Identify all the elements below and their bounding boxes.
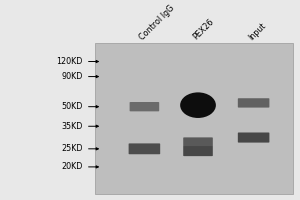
- Text: Input: Input: [247, 21, 268, 42]
- Text: 25KD: 25KD: [61, 144, 83, 153]
- FancyBboxPatch shape: [183, 137, 213, 147]
- FancyBboxPatch shape: [129, 143, 160, 154]
- FancyBboxPatch shape: [238, 98, 269, 108]
- Bar: [95, 43, 293, 194]
- FancyBboxPatch shape: [183, 146, 213, 156]
- FancyBboxPatch shape: [238, 132, 269, 143]
- Text: PEX26: PEX26: [192, 17, 216, 42]
- Text: Control IgG: Control IgG: [138, 3, 176, 42]
- Text: 90KD: 90KD: [61, 72, 83, 81]
- Text: 20KD: 20KD: [61, 162, 83, 171]
- Text: 35KD: 35KD: [61, 122, 83, 131]
- Text: 50KD: 50KD: [61, 102, 83, 111]
- Text: 120KD: 120KD: [56, 57, 83, 66]
- Ellipse shape: [180, 92, 216, 118]
- FancyBboxPatch shape: [130, 102, 159, 111]
